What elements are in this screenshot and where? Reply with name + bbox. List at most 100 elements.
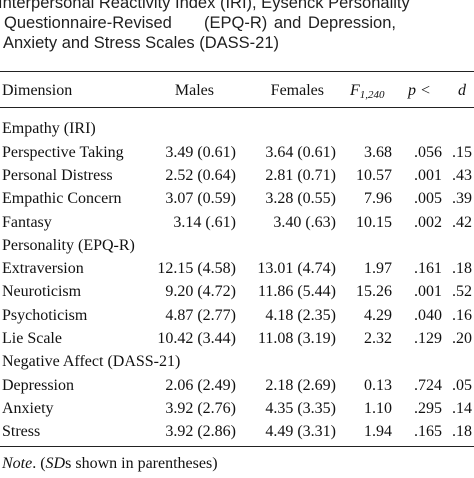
table-caption: Interpersonal Reactivity Index (IRI), Ey…	[0, 0, 474, 68]
table-header-rule	[0, 107, 474, 108]
cell-p: .056	[414, 144, 442, 161]
header-d-label: d	[458, 82, 466, 99]
cell-d: .43	[452, 167, 472, 184]
cell-d: .14	[452, 400, 472, 417]
cell-d: .20	[452, 330, 472, 347]
cell-males: 9.20 (4.72)	[165, 283, 236, 300]
cell-dimension: Personal Distress	[2, 167, 113, 184]
cell-d: .39	[452, 190, 472, 207]
caption-line-2-left: Questionnaire-Revised	[4, 14, 172, 32]
cell-dimension: Lie Scale	[2, 330, 62, 347]
cell-females: 4.18 (2.35)	[265, 307, 336, 324]
cell-females: 2.81 (0.71)	[265, 167, 336, 184]
cell-d: .42	[452, 214, 472, 231]
cell-f: 1.10	[364, 400, 392, 417]
cell-males: 12.15 (4.58)	[157, 260, 236, 277]
table-row: Anxiety 3.92 (2.76) 4.35 (3.35) 1.10 .29…	[0, 399, 474, 419]
table-row: Neuroticism 9.20 (4.72) 11.86 (5.44) 15.…	[0, 282, 474, 302]
cell-males: 3.07 (0.59)	[165, 190, 236, 207]
cell-d: .18	[452, 423, 472, 440]
header-p-value: p <	[408, 81, 431, 101]
cell-d: .52	[452, 283, 472, 300]
table-row: Extraversion 12.15 (4.58) 13.01 (4.74) 1…	[0, 259, 474, 279]
cell-p: .001	[414, 283, 442, 300]
note-punct: . (	[32, 455, 46, 472]
cell-females: 4.49 (3.31)	[265, 423, 336, 440]
cell-f: 1.97	[364, 260, 392, 277]
cell-dimension: Stress	[2, 423, 41, 440]
header-females: Females	[270, 82, 324, 99]
header-p-label: p <	[408, 82, 431, 99]
cell-f: 10.15	[356, 214, 392, 231]
header-f-statistic: F1,240	[350, 81, 385, 105]
cell-f: 2.32	[364, 330, 392, 347]
header-males: Males	[174, 82, 214, 99]
caption-line-1: Interpersonal Reactivity Index (IRI), Ey…	[0, 0, 410, 12]
cell-females: 4.35 (3.35)	[265, 400, 336, 417]
cell-f: 10.57	[356, 167, 392, 184]
table-bottom-rule	[0, 446, 474, 447]
cell-males: 4.87 (2.77)	[165, 307, 236, 324]
table-row: Perspective Taking 3.49 (0.61) 3.64 (0.6…	[0, 143, 474, 163]
cell-females: 3.64 (0.61)	[265, 144, 336, 161]
table-row: Psychoticism 4.87 (2.77) 4.18 (2.35) 4.2…	[0, 306, 474, 326]
cell-f: 7.96	[364, 190, 392, 207]
cell-f: 4.29	[364, 307, 392, 324]
cell-dimension: Empathic Concern	[2, 190, 122, 207]
cell-p: .040	[414, 307, 442, 324]
cell-d: .05	[452, 377, 472, 394]
cell-dimension: Anxiety	[2, 400, 54, 417]
cell-males: 3.92 (2.76)	[165, 400, 236, 417]
table-row: Personal Distress 2.52 (0.64) 2.81 (0.71…	[0, 166, 474, 186]
caption-line-2-right: (EPQ-R) and Depression,	[204, 14, 396, 32]
caption-line-2: Questionnaire-Revised (EPQ-R) and Depres…	[4, 13, 396, 33]
note-label: Note	[2, 455, 33, 472]
cell-males: 2.06 (2.49)	[165, 377, 236, 394]
note-sd: SD	[45, 455, 66, 472]
header-effect-size: d	[458, 81, 466, 101]
cell-dimension: Extraversion	[2, 260, 84, 277]
cell-dimension: Psychoticism	[2, 307, 88, 324]
table-header-row: Dimension Males Females F1,240 p < d	[0, 81, 474, 101]
cell-males: 3.49 (0.61)	[165, 144, 236, 161]
cell-p: .165	[414, 423, 442, 440]
section-title: Empathy (IRI)	[2, 120, 96, 137]
cell-f: 15.26	[356, 283, 392, 300]
table-row: Stress 3.92 (2.86) 4.49 (3.31) 1.94 .165…	[0, 422, 474, 442]
table-row: Lie Scale 10.42 (3.44) 11.08 (3.19) 2.32…	[0, 329, 474, 349]
cell-males: 10.42 (3.44)	[157, 330, 236, 347]
cell-p: .724	[414, 377, 442, 394]
cell-f: 3.68	[364, 144, 392, 161]
note-text: s shown in parentheses)	[65, 455, 218, 472]
cell-f: 0.13	[364, 377, 392, 394]
cell-males: 2.52 (0.64)	[165, 167, 236, 184]
header-f-subscript: 1,240	[359, 89, 385, 101]
table-top-rule	[0, 71, 474, 72]
cell-dimension: Perspective Taking	[2, 144, 124, 161]
cell-females: 11.08 (3.19)	[257, 330, 336, 347]
cell-f: 1.94	[364, 423, 392, 440]
cell-d: .15	[452, 144, 472, 161]
section-title: Personality (EPQ-R)	[2, 237, 135, 254]
header-dimension: Dimension	[2, 82, 73, 99]
section-title: Negative Affect (DASS-21)	[2, 353, 181, 370]
header-f-label: F	[350, 82, 360, 99]
section-title-row: Personality (EPQ-R)	[0, 236, 474, 256]
caption-line-3: Anxiety and Stress Scales (DASS-21)	[3, 34, 280, 52]
cell-d: .16	[452, 307, 472, 324]
cell-dimension: Neuroticism	[2, 283, 82, 300]
cell-p: .001	[414, 167, 442, 184]
cell-p: .295	[414, 400, 442, 417]
cell-females: 3.40 (.63)	[273, 214, 336, 231]
table-row: Empathic Concern 3.07 (0.59) 3.28 (0.55)…	[0, 189, 474, 209]
section-title-row: Negative Affect (DASS-21)	[0, 352, 474, 372]
cell-females: 11.86 (5.44)	[257, 283, 336, 300]
cell-males: 3.14 (.61)	[173, 214, 236, 231]
cell-p: .129	[414, 330, 442, 347]
section-title-row: Empathy (IRI)	[0, 119, 474, 139]
cell-females: 2.18 (2.69)	[265, 377, 336, 394]
cell-p: .002	[414, 214, 442, 231]
table-note: Note. (SDs shown in parentheses)	[2, 455, 218, 473]
cell-p: .005	[414, 190, 442, 207]
table-row: Fantasy 3.14 (.61) 3.40 (.63) 10.15 .002…	[0, 213, 474, 233]
